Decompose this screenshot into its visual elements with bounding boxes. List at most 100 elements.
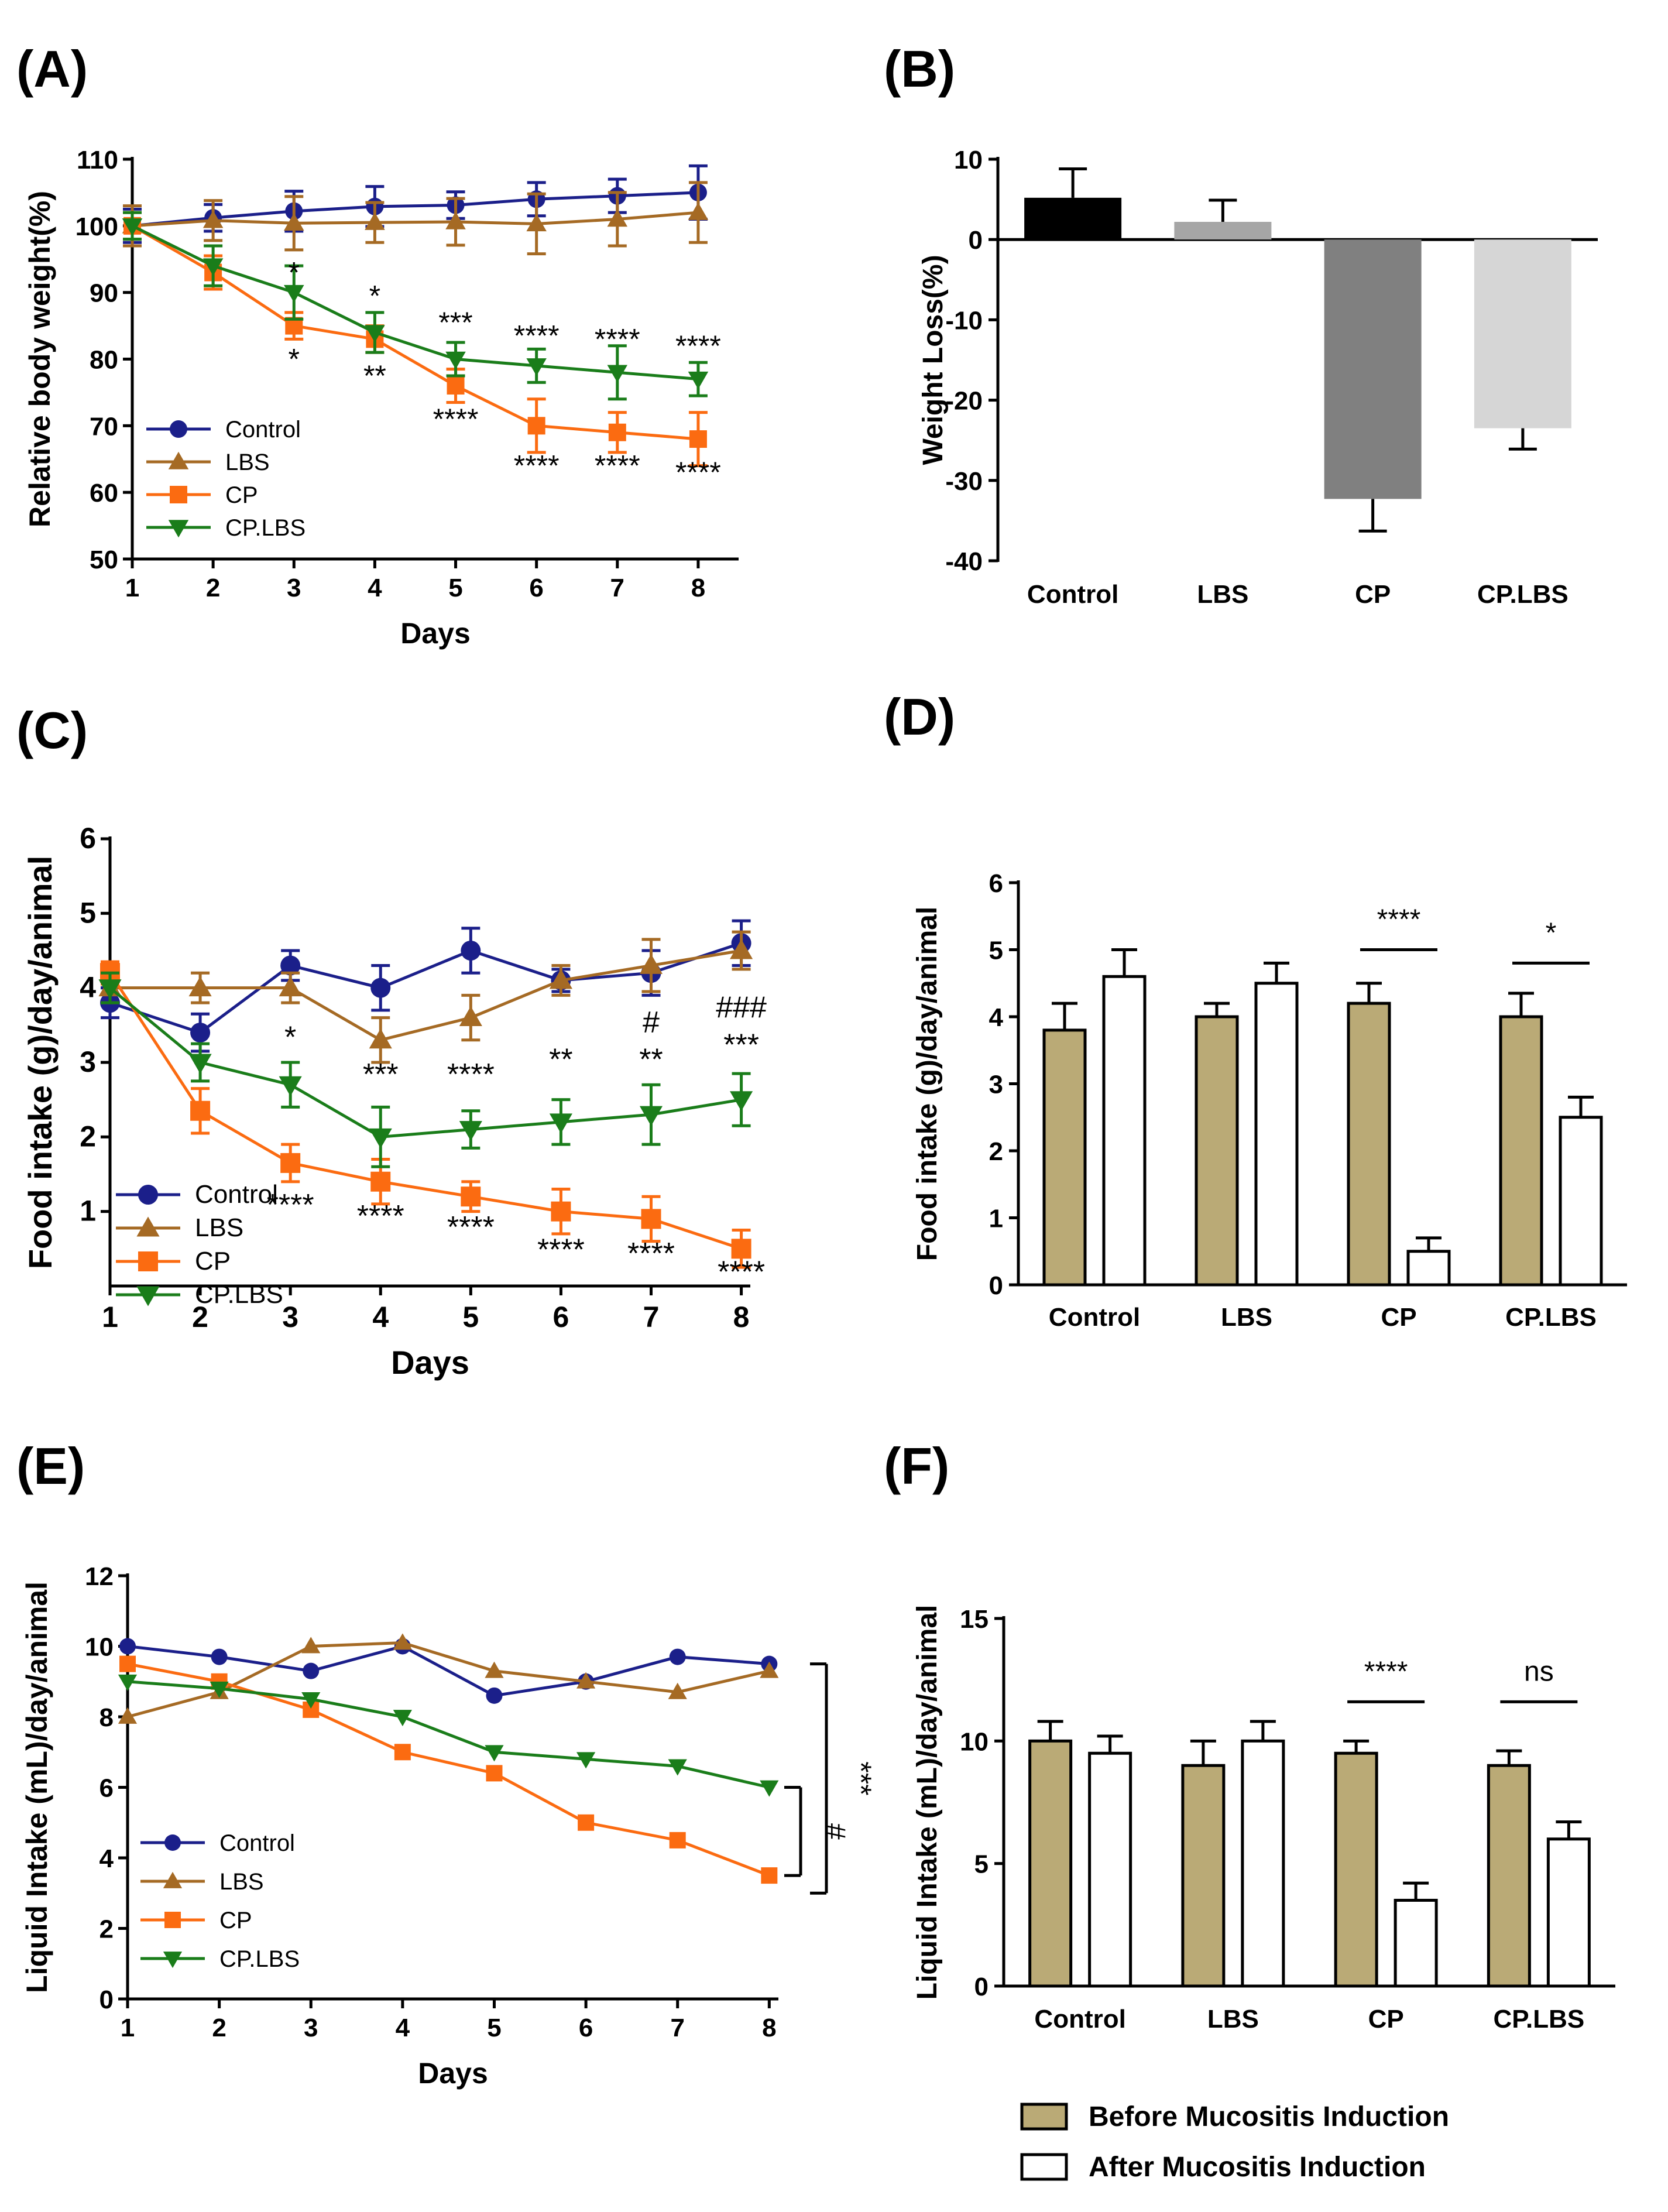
x-tick-label: 8 — [691, 574, 705, 602]
bar-chart-F: 0 5 10 15 Liquid Intake (mL)/day/animal Contr… — [912, 1605, 1615, 2033]
panel-title: (D) — [884, 688, 955, 746]
data-point — [527, 417, 545, 435]
significance-annotation: **** — [595, 323, 640, 355]
significance-annotation: **** — [595, 450, 640, 482]
y-tick-label: 5 — [80, 896, 96, 929]
legend-label: CP — [195, 1247, 231, 1275]
x-tick-label: 7 — [610, 574, 624, 602]
panel-title: (A) — [16, 40, 88, 98]
series-line — [109, 941, 742, 1034]
y-axis-label: Weight Loss(%) — [918, 255, 949, 465]
category-label: Control — [1049, 1303, 1140, 1332]
y-tick-label: -40 — [945, 547, 983, 576]
bar — [1559, 1116, 1603, 1287]
legend-label: Control — [195, 1180, 278, 1209]
data-point — [445, 351, 466, 369]
category-label: Control — [1034, 2005, 1125, 2033]
series-line — [110, 949, 742, 1042]
data-point — [369, 1128, 392, 1148]
y-tick-label: -30 — [945, 467, 983, 496]
data-point — [485, 1661, 504, 1678]
x-tick-label: 1 — [102, 1301, 118, 1333]
data-point — [447, 377, 465, 395]
y-tick-label: -20 — [945, 387, 983, 416]
data-point — [486, 1687, 503, 1704]
y-tick-label: 5 — [989, 937, 1003, 965]
y-tick-label: 5 — [974, 1850, 989, 1879]
x-tick-label: 5 — [487, 2014, 501, 2042]
data-point — [370, 978, 391, 998]
y-tick-label: 2 — [80, 1120, 96, 1153]
data-point — [668, 1682, 687, 1699]
category-label: Control — [1027, 580, 1118, 609]
bar — [1499, 1015, 1543, 1287]
y-tick-label: 10 — [85, 1633, 114, 1662]
category-label: CP.LBS — [1505, 1303, 1597, 1332]
significance-annotation: * — [369, 279, 380, 312]
y-tick-label: 80 — [90, 346, 118, 375]
data-point — [284, 284, 304, 303]
bar — [1487, 1764, 1531, 1988]
series-line — [127, 1680, 770, 1789]
data-point — [639, 954, 663, 974]
data-point — [459, 1121, 482, 1141]
data-point — [576, 1672, 596, 1689]
category-label: CP — [1381, 1303, 1416, 1332]
data-point — [122, 218, 143, 236]
bar — [1195, 1015, 1239, 1287]
significance-annotation: # — [643, 1006, 660, 1040]
data-point — [188, 1054, 212, 1074]
significance-annotation: **** — [627, 1237, 675, 1271]
data-point — [279, 1076, 302, 1096]
data-point — [578, 1814, 595, 1831]
x-tick-label: 4 — [368, 574, 382, 602]
data-point — [551, 1201, 571, 1222]
data-point — [98, 979, 122, 1000]
bar-chart-B: -40 -30 -20 -10 0 10 Weight Loss(%) Control LBS C… — [918, 146, 1598, 609]
x-tick-label: 8 — [733, 1301, 750, 1333]
y-axis-label: Relative body weight(%) — [23, 191, 56, 527]
legend-swatch — [1020, 2103, 1068, 2131]
bar — [1181, 1764, 1226, 1988]
data-point — [203, 258, 224, 276]
data-point — [118, 1707, 138, 1724]
bar — [1394, 1898, 1438, 1988]
bar — [1042, 1028, 1087, 1287]
data-point — [608, 423, 626, 441]
x-tick-label: 3 — [282, 1301, 298, 1333]
data-point — [485, 1745, 504, 1762]
x-tick-label: 4 — [396, 2014, 410, 2042]
panel-title: (C) — [16, 701, 88, 759]
y-tick-label: 6 — [99, 1774, 114, 1803]
data-point — [118, 1674, 138, 1691]
x-tick-label: 6 — [579, 2014, 593, 2042]
data-point — [394, 1744, 411, 1761]
data-point — [760, 1780, 779, 1797]
data-point — [688, 371, 709, 389]
significance-annotation: ns — [1524, 1656, 1554, 1687]
y-tick-label: 12 — [85, 1562, 114, 1591]
x-tick-label: 2 — [206, 574, 220, 602]
data-point — [188, 976, 212, 997]
significance-annotation: *** — [723, 1028, 759, 1062]
data-point — [370, 1171, 391, 1192]
series-line — [131, 224, 699, 381]
bracket-label: # — [819, 1823, 852, 1840]
x-tick-label: 4 — [372, 1301, 389, 1333]
series-line — [109, 986, 742, 1138]
significance-annotation: **** — [433, 403, 479, 435]
significance-annotation: **** — [1364, 1656, 1408, 1687]
bar — [1241, 1739, 1285, 1988]
y-tick-label: 100 — [75, 212, 118, 241]
series-line — [108, 972, 742, 1250]
legend-marker — [138, 1251, 158, 1271]
data-point — [280, 955, 301, 976]
x-axis-label: Days — [400, 617, 471, 650]
bar — [1334, 1751, 1378, 1988]
data-point — [607, 365, 628, 383]
legend-marker — [136, 1216, 160, 1237]
data-point — [760, 1661, 779, 1678]
y-tick-label: 0 — [989, 1271, 1003, 1300]
category-label: CP — [1355, 580, 1391, 609]
legend-label: CP — [225, 482, 258, 508]
